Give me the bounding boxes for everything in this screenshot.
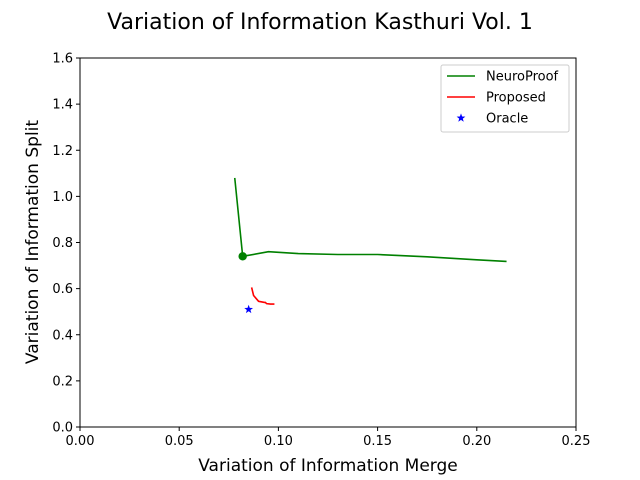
x-tick-label: 0.10 [264, 434, 293, 449]
series-line-neuroproof [233, 177, 507, 263]
legend-label-oracle: Oracle [486, 112, 528, 127]
y-axis-label: Variation of Information Split [23, 120, 43, 364]
y-tick-label: 0.2 [52, 374, 73, 389]
axis-ticks: 0.00 0.05 0.10 0.15 0.20 0.25 0.0 0.2 0.4 0.6 0.8 1… [52, 52, 590, 450]
x-tick-label: 0.05 [165, 434, 194, 449]
legend-label-neuroproof: NeuroProof [486, 70, 559, 85]
legend: NeuroProof Proposed Oracle [440, 64, 570, 133]
y-tick-label: 1.0 [52, 190, 73, 205]
y-tick-label: 0.6 [52, 282, 73, 297]
chart-title: Variation of Information Kasthuri Vol. 1 [107, 10, 533, 35]
y-tick-label: 0.0 [52, 421, 73, 436]
x-tick-label: 0.15 [363, 434, 392, 449]
data-point-oracle [244, 304, 254, 314]
y-tick-label: 1.2 [52, 144, 73, 159]
data-point-neuroproof [238, 252, 247, 261]
x-tick-label: 0.25 [562, 434, 591, 449]
x-tick-label: 0.00 [66, 434, 95, 449]
y-tick-label: 1.4 [52, 98, 73, 113]
legend-swatch-oracle [456, 113, 466, 122]
y-tick-label: 0.8 [52, 236, 73, 251]
legend-label-proposed: Proposed [486, 91, 546, 106]
legend-items: NeuroProof Proposed Oracle [447, 70, 559, 127]
x-tick-label: 0.20 [462, 434, 491, 449]
series-layer [233, 177, 507, 314]
y-tick-label: 1.6 [52, 52, 73, 67]
series-line-proposed [250, 287, 275, 305]
legend-box [440, 64, 570, 133]
y-tick-label: 0.4 [52, 328, 73, 343]
x-axis-label: Variation of Information Merge [198, 456, 458, 476]
